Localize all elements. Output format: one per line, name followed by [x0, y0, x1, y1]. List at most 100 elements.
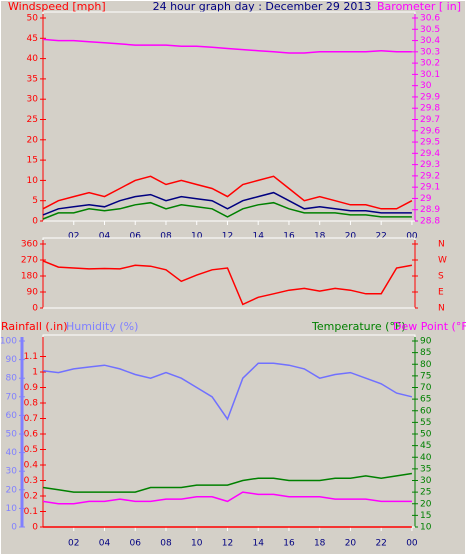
y-tick-label: 30.5 [420, 25, 440, 35]
x-tick-label: 04 [99, 232, 111, 242]
y-tick-label: 50 [420, 430, 432, 440]
y-tick-label: 15 [420, 511, 431, 521]
x-tick-label: 02 [68, 539, 79, 549]
y-tick-label: 55 [420, 418, 431, 428]
x-tick-label: 04 [99, 539, 111, 549]
y-tick-label: 29.9 [420, 92, 440, 102]
y-tick-label: 85 [420, 348, 431, 358]
y-tick-label: 75 [420, 371, 431, 381]
y-tick-label: 360 [21, 240, 38, 250]
x-tick-label: 00 [406, 539, 418, 549]
y-tick-label: 0.1 [24, 507, 38, 517]
y-tick-label: 180 [21, 272, 38, 282]
y-tick-label: 30.3 [420, 47, 440, 57]
y-tick-label: 25 [420, 488, 431, 498]
y-tick-label: 29.5 [420, 138, 440, 148]
y-tick-label: 30.1 [420, 70, 440, 80]
y-tick-label: 20 [27, 135, 39, 145]
y-tick-label: 270 [21, 256, 38, 266]
series-line [42, 38, 412, 54]
y-tick-label: 65 [420, 395, 431, 405]
y-tick-label: 10 [420, 523, 432, 533]
temperature-label: Temperature (°F) [311, 320, 406, 333]
y-tick-label: 29.3 [420, 160, 440, 170]
y-tick-label: 0.9 [24, 383, 39, 393]
y-tick-label: 0.2 [24, 492, 38, 502]
y-tick-label: 10 [27, 176, 39, 186]
y-tick-label: 40 [420, 453, 432, 463]
y-tick-label: 29.6 [420, 126, 440, 136]
y-tick-label: 20 [420, 499, 432, 509]
y-tick-label: 0 [11, 523, 17, 533]
y-tick-label: W [438, 256, 447, 266]
series-line [42, 201, 412, 220]
rainfall-label: Rainfall (.in) [1, 320, 68, 333]
series-line [42, 191, 412, 216]
y-tick-label: 0 [32, 523, 38, 533]
y-tick-label: 29.2 [420, 171, 440, 181]
series-line [42, 260, 413, 306]
y-tick-label: 25 [27, 115, 38, 125]
x-tick-label: 22 [375, 232, 386, 242]
y-tick-label: 40 [27, 54, 39, 64]
series-line [42, 175, 413, 210]
y-tick-label: 1 [32, 368, 38, 378]
y-tick-label: N [438, 304, 445, 314]
y-tick-label: E [438, 288, 444, 298]
y-tick-label: 80 [6, 374, 18, 384]
x-tick-label: 00 [406, 232, 418, 242]
y-tick-label: 0 [32, 217, 38, 227]
y-tick-label: 29 [420, 194, 432, 204]
x-tick-label: 20 [345, 539, 357, 549]
y-tick-label: 90 [6, 355, 18, 365]
x-tick-label: 06 [130, 232, 142, 242]
y-tick-label: 30 [27, 95, 39, 105]
y-tick-label: 30.6 [420, 14, 440, 24]
y-tick-label: 20 [6, 485, 18, 495]
y-tick-label: 45 [420, 441, 431, 451]
y-tick-label: 50 [27, 14, 39, 24]
x-tick-label: 16 [283, 232, 295, 242]
y-tick-label: 29.8 [420, 104, 440, 114]
y-tick-label: 70 [420, 383, 432, 393]
y-tick-label: 0.6 [24, 430, 39, 440]
barometer-label: Barometer [ in] [377, 0, 461, 13]
y-tick-label: 28.8 [420, 217, 440, 227]
x-tick-label: 10 [191, 539, 203, 549]
x-tick-label: 16 [283, 539, 295, 549]
y-tick-label: 60 [6, 411, 18, 421]
y-tick-label: 29.1 [420, 183, 440, 193]
y-tick-label: 30.4 [420, 36, 440, 46]
y-tick-label: 50 [6, 430, 18, 440]
y-tick-label: 29.4 [420, 149, 440, 159]
y-tick-label: 35 [27, 74, 38, 84]
y-tick-label: 40 [6, 448, 18, 458]
humidity-label: Humidity (%) [66, 320, 138, 333]
x-tick-label: 10 [191, 232, 203, 242]
y-tick-label: 0.8 [24, 399, 39, 409]
x-tick-label: 18 [314, 539, 326, 549]
y-tick-label: 1.1 [24, 352, 38, 362]
series-line [42, 491, 412, 505]
y-tick-label: 0.3 [24, 476, 38, 486]
y-tick-label: 30 [420, 476, 432, 486]
dewpoint-label: Dew Point (°F) [393, 320, 466, 333]
y-tick-label: 0.7 [24, 414, 38, 424]
y-tick-label: 30 [420, 81, 432, 91]
y-tick-label: 70 [6, 392, 18, 402]
y-tick-label: 0.4 [24, 461, 39, 471]
y-tick-label: 100 [0, 337, 17, 347]
y-tick-label: S [438, 272, 444, 282]
y-tick-label: 15 [27, 156, 38, 166]
y-tick-label: 80 [420, 360, 432, 370]
series-line [42, 472, 413, 493]
y-tick-label: 0.5 [24, 445, 38, 455]
x-tick-label: 12 [222, 539, 233, 549]
y-tick-label: 0 [32, 304, 38, 314]
y-tick-label: 90 [27, 288, 39, 298]
chart-title: 24 hour graph day : December 29 2013 [153, 0, 372, 13]
y-tick-label: 35 [420, 464, 431, 474]
y-tick-label: 30.2 [420, 59, 440, 69]
x-tick-label: 12 [222, 232, 233, 242]
y-tick-label: 45 [27, 34, 38, 44]
